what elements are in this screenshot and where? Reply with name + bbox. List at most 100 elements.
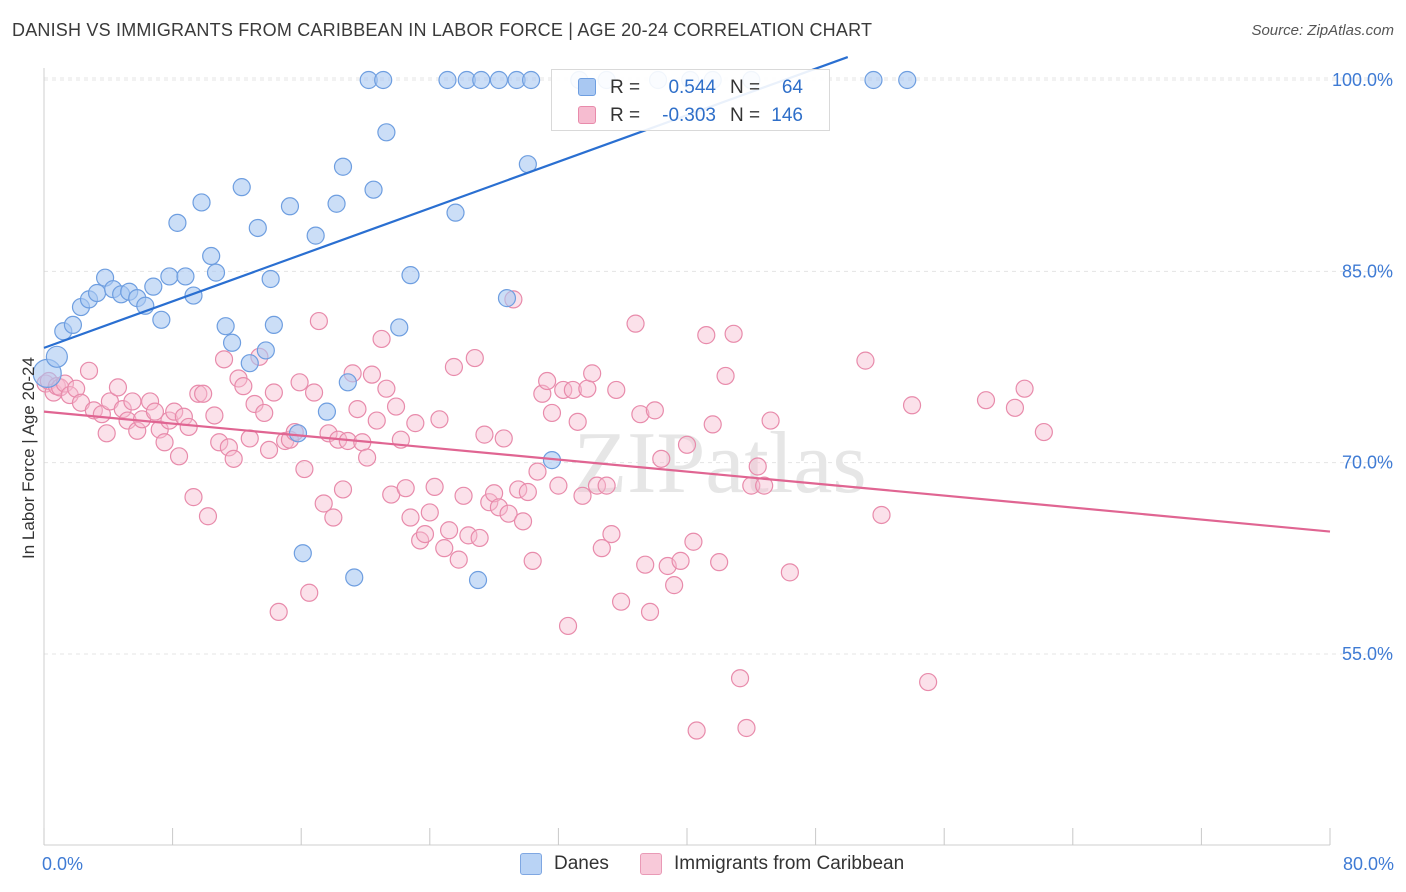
caribbean-point (140, 392, 160, 411)
caribbean-point (687, 721, 706, 740)
caribbean-point (549, 476, 568, 495)
danes-point (864, 70, 883, 90)
caribbean-point (97, 424, 116, 443)
caribbean-point (755, 476, 774, 495)
danes-point (280, 197, 300, 216)
legend-r-value: 0.544 (668, 77, 716, 98)
danes-point (192, 193, 211, 212)
caribbean-point (377, 379, 396, 398)
danes-point (168, 213, 187, 232)
legend-n-value: 64 (781, 77, 803, 98)
caribbean-point (184, 488, 203, 507)
caribbean-point (348, 399, 367, 419)
caribbean-point (179, 417, 198, 437)
caribbean-point (640, 602, 660, 622)
danes-point (293, 544, 312, 563)
danes-point (497, 289, 517, 308)
caribbean-point (259, 440, 279, 460)
caribbean-point (499, 504, 518, 523)
caribbean-point (568, 412, 587, 431)
legend-r-value: -0.303 (662, 105, 716, 126)
caribbean-point (439, 521, 459, 540)
caribbean-point (665, 576, 684, 595)
caribbean-point (716, 366, 735, 386)
caribbean-point (210, 433, 229, 452)
caribbean-point (314, 494, 333, 513)
legend-n-label: N = (730, 77, 761, 98)
caribbean-point (444, 357, 464, 377)
danes-point (438, 70, 457, 90)
caribbean-point (169, 447, 189, 466)
caribbean-point (454, 486, 473, 505)
source-credit: Source: ZipAtlas.com (1251, 22, 1394, 39)
legend-swatch-danes (578, 78, 596, 96)
danes-point (152, 310, 171, 329)
caribbean-point (219, 438, 238, 457)
caribbean-point (730, 669, 750, 688)
y-tick-label: 55.0% (1342, 644, 1393, 664)
danes-point (898, 70, 917, 90)
legend-swatch-caribbean (640, 853, 662, 875)
danes-point (374, 70, 393, 90)
caribbean-point (583, 364, 602, 383)
caribbean-point (420, 503, 439, 522)
caribbean-point (645, 401, 664, 420)
caribbean-point (872, 505, 891, 525)
x-tick-label: 0.0% (42, 854, 83, 874)
caribbean-point (324, 508, 343, 527)
danes-point (63, 315, 83, 335)
legend-row-caribbean: R = -0.303 N = 146 (552, 101, 829, 129)
caribbean-point (79, 361, 99, 380)
caribbean-point (309, 311, 328, 331)
caribbean-point (513, 512, 533, 531)
danes-point (327, 194, 346, 213)
caribbean-point (358, 448, 377, 467)
danes-point (401, 266, 420, 285)
x-tick-label: 80.0% (1343, 854, 1394, 874)
caribbean-point (290, 373, 309, 392)
danes-point (160, 267, 179, 286)
caribbean-point (145, 402, 165, 421)
caribbean-point (333, 480, 353, 499)
caribbean-point (1005, 398, 1025, 417)
caribbean-point (976, 391, 996, 410)
caribbean-point (214, 350, 234, 369)
danes-point (468, 570, 488, 590)
caribbean-point (597, 476, 616, 495)
caribbean-point (269, 602, 288, 622)
caribbean-point (677, 435, 697, 454)
caribbean-point (724, 324, 743, 343)
caribbean-point (205, 406, 224, 425)
caribbean-point (113, 399, 132, 419)
caribbean-point (528, 462, 547, 481)
danes-point (222, 333, 242, 352)
danes-point (317, 402, 337, 421)
danes-point (232, 178, 251, 197)
stats-legend: R = 0.544 N = 64 R = -0.303 N = 146 (551, 69, 830, 131)
legend-swatch-caribbean (578, 106, 596, 124)
caribbean-point (234, 377, 253, 396)
caribbean-point (652, 449, 671, 468)
caribbean-point (578, 379, 597, 398)
danes-point (333, 157, 353, 176)
caribbean-point (386, 397, 406, 416)
caribbean-point (518, 482, 537, 502)
y-tick-label: 70.0% (1342, 453, 1393, 473)
caribbean-point (435, 539, 454, 558)
legend-label-danes: Danes (554, 853, 609, 874)
chart-title: DANISH VS IMMIGRANTS FROM CARIBBEAN IN L… (12, 20, 873, 40)
danes-point (489, 70, 509, 90)
caribbean-point (449, 550, 468, 569)
caribbean-point (128, 421, 147, 440)
caribbean-point (523, 551, 542, 570)
danes-point (144, 277, 163, 296)
legend-label-caribbean: Immigrants from Caribbean (674, 853, 905, 874)
caribbean-point (607, 380, 626, 400)
y-tick-label: 100.0% (1332, 70, 1393, 90)
caribbean-point (902, 396, 922, 415)
caribbean-point (459, 526, 478, 545)
danes-point (288, 424, 308, 443)
caribbean-point (587, 476, 607, 495)
caribbean-point (684, 532, 703, 551)
caribbean-point (737, 718, 756, 738)
